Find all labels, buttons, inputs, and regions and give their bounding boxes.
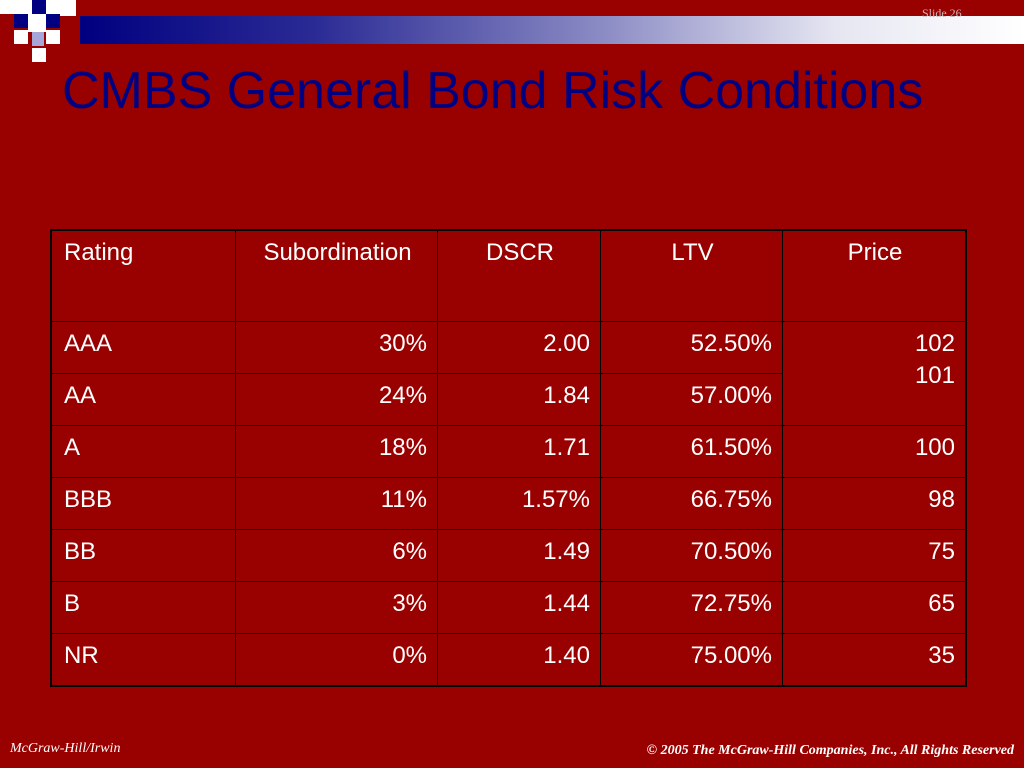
cell-dscr: 1.57% [437,477,601,530]
cell-price: 100 [782,425,967,478]
cell-ltv: 61.50% [600,425,783,478]
cell-ltv: 52.50% [600,321,783,374]
header-subordination: Subordination [235,229,438,322]
cell-price: 65 [782,581,967,634]
cell-subordination: 6% [235,529,438,582]
cell-price: 75 [782,529,967,582]
cell-dscr: 2.00 [437,321,601,374]
cell-subordination: 0% [235,633,438,687]
cell-dscr: 1.40 [437,633,601,687]
cell-dscr: 1.49 [437,529,601,582]
slide-number: Slide 26 [922,6,962,20]
cell-subordination: 3% [235,581,438,634]
cell-dscr: 1.71 [437,425,601,478]
cell-dscr: 1.84 [437,373,601,426]
cell-subordination: 18% [235,425,438,478]
cell-rating: NR [50,633,236,687]
header-gradient-bar [80,16,1024,44]
cell-ltv: 66.75% [600,477,783,530]
cell-rating: A [50,425,236,478]
cell-price-merged: 102 101 [782,321,967,426]
cell-rating: B [50,581,236,634]
table-row: B 3% 1.44 72.75% 65 [50,581,967,634]
table-row: NR 0% 1.40 75.00% 35 [50,633,967,687]
table-row: AAA 30% 2.00 52.50% 102 101 [50,321,967,426]
cell-rating: AAA [50,321,236,374]
cell-rating: BBB [50,477,236,530]
cell-ltv: 57.00% [600,373,783,426]
risk-table: Rating Subordination DSCR LTV Price AAA … [50,229,967,687]
cell-dscr: 1.44 [437,581,601,634]
table-row: AA 24% 1.84 57.00% [50,373,966,426]
price-line-2: 101 [914,362,955,389]
footer-copyright: © 2005 The McGraw-Hill Companies, Inc., … [646,743,1014,758]
table-row: BB 6% 1.49 70.50% 75 [50,529,967,582]
cell-ltv: 75.00% [600,633,783,687]
cell-ltv: 70.50% [600,529,783,582]
header-price: Price [782,229,967,322]
cell-subordination: 30% [235,321,438,374]
header-rating: Rating [50,229,236,322]
footer-publisher: McGraw-Hill/Irwin [10,741,121,756]
cell-price: 98 [782,477,967,530]
cell-rating: AA [50,373,236,426]
cell-ltv: 72.75% [600,581,783,634]
cell-price: 35 [782,633,967,687]
table-row: BBB 11% 1.57% 66.75% 98 [50,477,967,530]
cell-subordination: 11% [235,477,438,530]
table-row: A 18% 1.71 61.50% 100 [50,425,967,478]
cell-subordination: 24% [235,373,438,426]
table-header-row: Rating Subordination DSCR LTV Price [50,229,967,322]
header-dscr: DSCR [437,229,601,322]
cell-rating: BB [50,529,236,582]
slide-title: CMBS General Bond Risk Conditions [62,62,924,120]
header-ltv: LTV [600,229,783,322]
price-line-1: 102 [914,330,955,357]
